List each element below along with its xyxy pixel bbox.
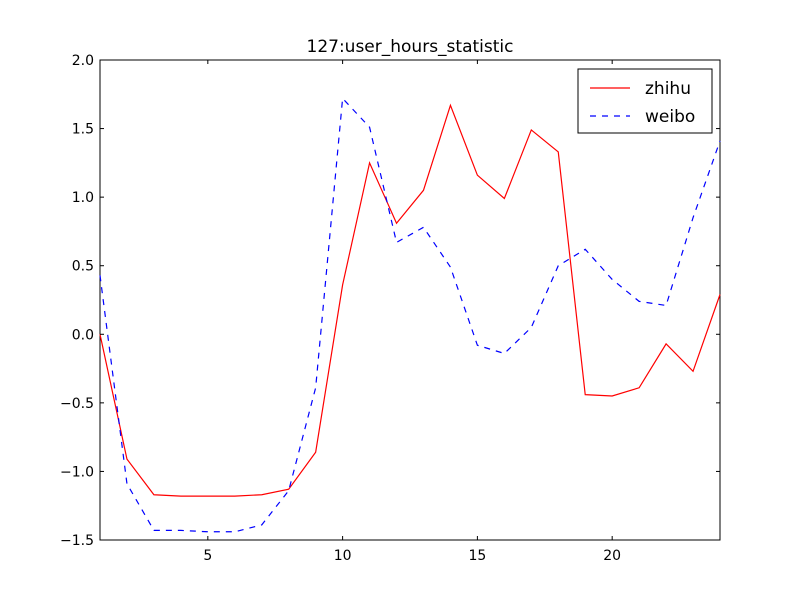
y-tick-label: 2.0 (72, 53, 94, 69)
y-tick-label: −1.0 (60, 464, 94, 480)
plot-frame (99, 59, 721, 541)
series-line-zhihu (99, 103, 721, 497)
y-tick-label: 0.0 (72, 327, 94, 343)
series-line-weibo (99, 97, 721, 533)
x-tick-label: 5 (203, 548, 212, 564)
plot-area: 5 10 15 20 −1.5 −1.0 −0.5 0.0 0.5 1.0 1.5 2.0 (60, 53, 721, 564)
y-tick-label: 1.0 (72, 190, 94, 206)
y-tick-label: 1.5 (72, 122, 94, 138)
y-tick-label: −0.5 (60, 396, 94, 412)
x-tick-label: 20 (603, 548, 621, 564)
y-axis: −1.5 −1.0 −0.5 0.0 0.5 1.0 1.5 2.0 (60, 53, 720, 549)
legend-label-zhihu: zhihu (645, 79, 691, 99)
x-tick-label: 10 (334, 548, 352, 564)
y-tick-label: −1.5 (60, 533, 94, 549)
legend: zhihu weibo (577, 68, 713, 134)
legend-box (577, 68, 713, 134)
legend-label-weibo: weibo (645, 107, 695, 127)
chart-title: 127:user_hours_statistic (307, 37, 514, 57)
series-layer (99, 97, 721, 533)
y-tick-label: 0.5 (72, 259, 94, 275)
x-axis: 5 10 15 20 (203, 60, 621, 564)
x-tick-label: 15 (468, 548, 486, 564)
